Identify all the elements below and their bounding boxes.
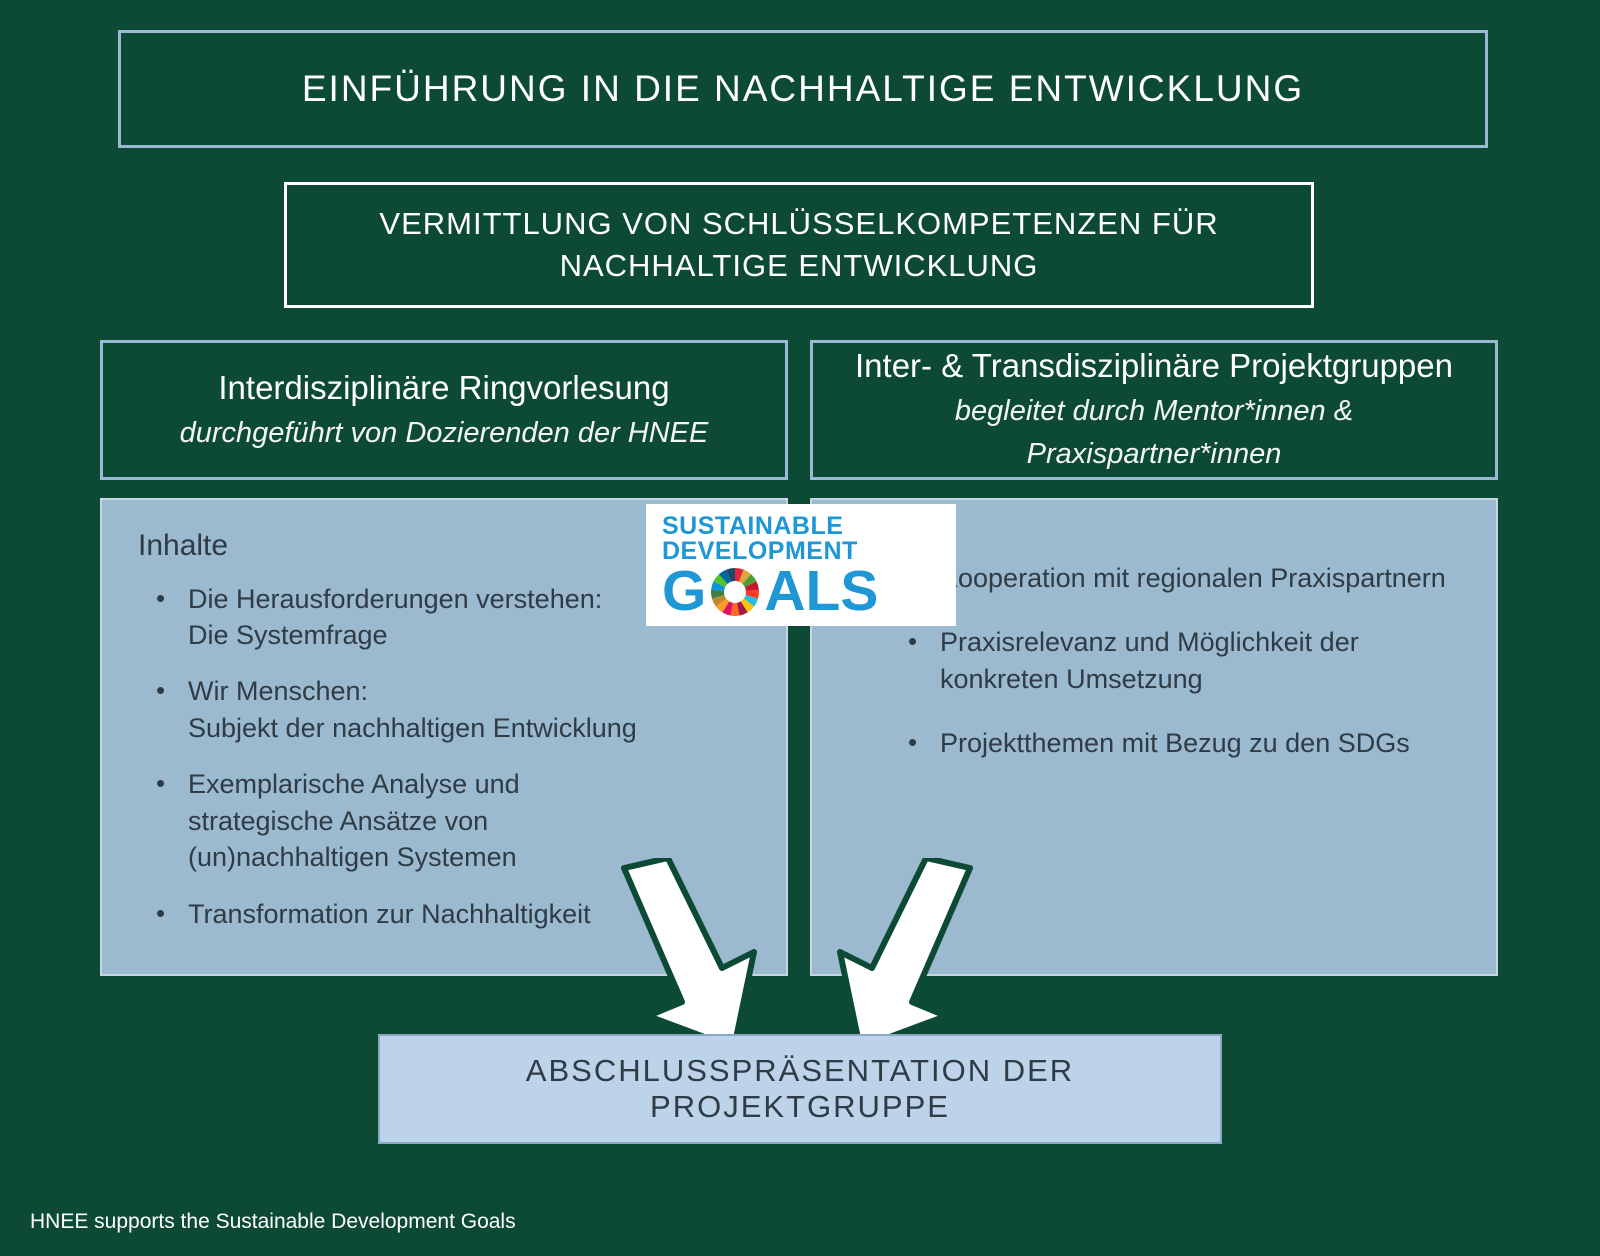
subtitle-line2: NACHHALTIGE ENTWICKLUNG	[560, 245, 1039, 287]
left-column-header: Interdisziplinäre Ringvorlesung durchgef…	[100, 340, 788, 480]
title-box: EINFÜHRUNG IN DIE NACHHALTIGE ENTWICKLUN…	[118, 30, 1488, 148]
sdg-badge: SUSTAINABLE DEVELOPMENT G ALS	[646, 504, 956, 626]
list-item: Praxisrelevanz und Möglichkeit der konkr…	[918, 624, 1460, 697]
title-text: EINFÜHRUNG IN DIE NACHHALTIGE ENTWICKLUN…	[302, 68, 1304, 110]
subtitle-line1: VERMITTLUNG VON SCHLÜSSELKOMPETENZEN FÜR	[379, 203, 1218, 245]
sdg-g-left: G	[662, 566, 706, 617]
right-column-header: Inter- & Transdisziplinäre Projektgruppe…	[810, 340, 1498, 480]
left-header-title: Interdisziplinäre Ringvorlesung	[218, 367, 669, 410]
right-header-subtitle: begleitet durch Mentor*innen & Praxispar…	[955, 395, 1353, 470]
list-item: Transformation zur Nachhaltigkeit	[166, 896, 750, 932]
right-header-title: Inter- & Transdisziplinäre Projektgruppe…	[833, 345, 1475, 474]
left-panel-list: Die Herausforderungen verstehen:Die Syst…	[138, 581, 750, 933]
list-item: Wir Menschen:Subjekt der nachhaltigen En…	[166, 673, 750, 746]
left-header-subtitle: durchgeführt von Dozierenden der HNEE	[180, 414, 709, 453]
list-item: Exemplarische Analyse undstrategische An…	[166, 766, 750, 875]
sdg-line-1: SUSTAINABLE	[662, 514, 940, 539]
sdg-goals-row: G ALS	[662, 566, 940, 617]
subtitle-box: VERMITTLUNG VON SCHLÜSSELKOMPETENZEN FÜR…	[284, 182, 1314, 308]
list-item: Projektthemen mit Bezug zu den SDGs	[918, 725, 1460, 761]
final-box-text: ABSCHLUSSPRÄSENTATION DER PROJEKTGRUPPE	[380, 1053, 1220, 1125]
sdg-g-right: ALS	[764, 566, 878, 617]
sdg-wheel-icon	[710, 567, 760, 617]
list-item: Kooperation mit regionalen Praxispartner…	[918, 560, 1460, 596]
footer-text: HNEE supports the Sustainable Developmen…	[30, 1210, 516, 1234]
final-box: ABSCHLUSSPRÄSENTATION DER PROJEKTGRUPPE	[378, 1034, 1222, 1144]
